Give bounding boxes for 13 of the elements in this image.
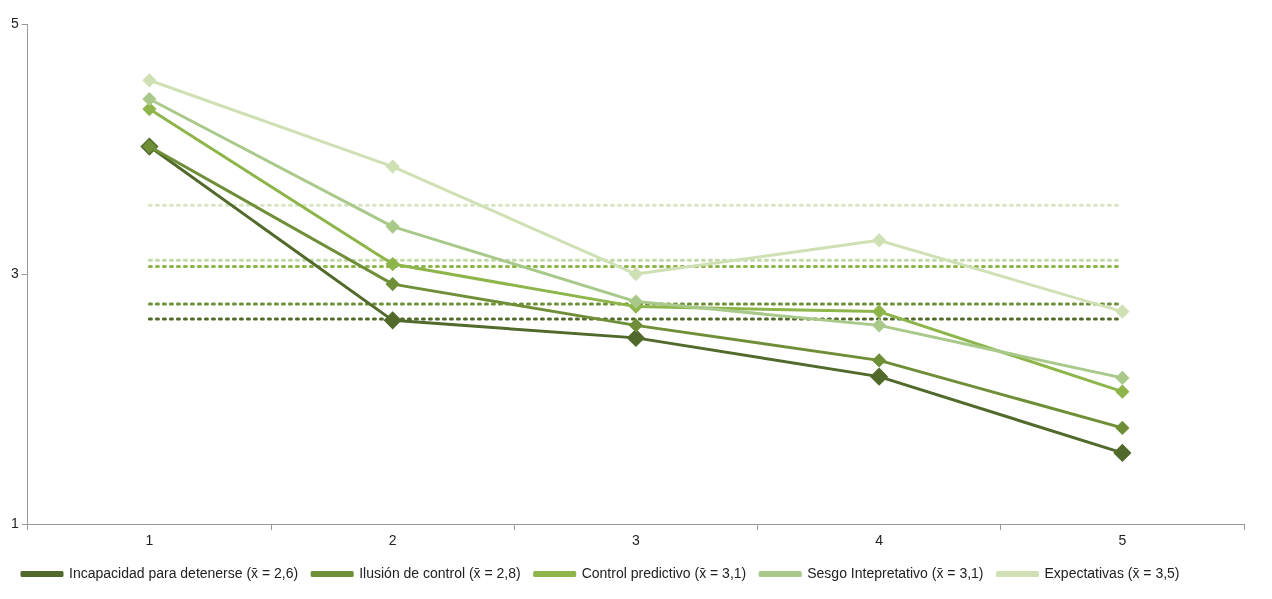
legend-label: Incapacidad para detenerse (x̄ = 2,6) <box>69 564 299 581</box>
x-tick-label: 4 <box>875 532 884 549</box>
y-tick-label: 3 <box>10 264 19 281</box>
legend-label: Ilusión de control (x̄ = 2,8) <box>359 564 521 581</box>
legend-label: Expectativas (x̄ = 3,5) <box>1044 564 1180 581</box>
legend-label: Control predictivo (x̄ = 3,1) <box>581 564 747 581</box>
x-tick-label: 3 <box>631 532 640 549</box>
legend-label: Sesgo Intepretativo (x̄ = 3,1) <box>807 564 984 581</box>
x-tick-label: 2 <box>388 532 397 549</box>
y-tick-label: 1 <box>10 515 19 532</box>
y-tick-label: 5 <box>10 14 19 31</box>
x-tick-label: 1 <box>145 532 154 549</box>
x-tick-label: 5 <box>1118 532 1127 549</box>
